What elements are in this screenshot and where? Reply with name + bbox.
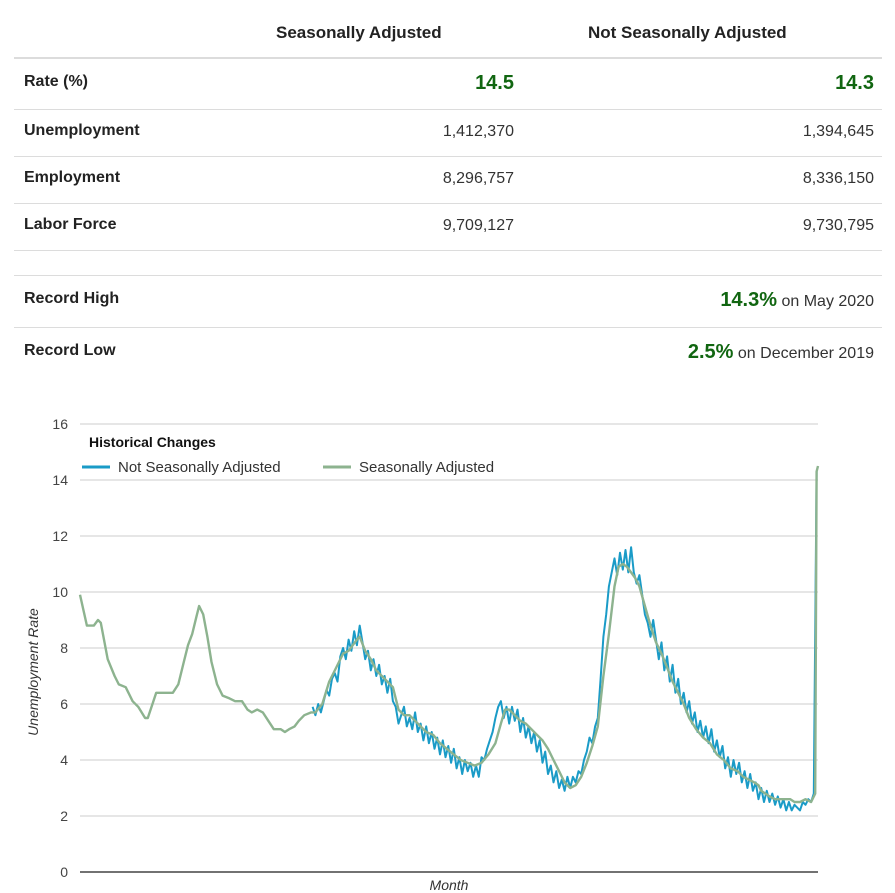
unemployment-table: Seasonally Adjusted Not Seasonally Adjus… [14,0,882,379]
record-low-row: Record Low 2.5% on December 2019 [14,328,882,379]
y-axis-label: Unemployment Rate [25,608,41,736]
record-low-label: Record Low [24,342,116,359]
record-high-value: 14.3% [720,289,778,311]
chart-title: Historical Changes [89,434,216,450]
legend: Not Seasonally Adjusted Seasonally Adjus… [82,459,494,476]
labor-force-not-seasonal-value: 9,730,795 [802,217,874,234]
y-tick-label: 10 [52,584,68,600]
table-divider [14,251,882,276]
y-tick-label: 12 [52,528,68,544]
y-tick-label: 16 [52,416,68,432]
labor-force-seasonal-value: 9,709,127 [442,217,514,234]
y-tick-label: 8 [60,640,68,656]
record-high-row: Record High 14.3% on May 2020 [14,276,882,328]
series-lines [78,465,820,812]
legend-item-seasonal[interactable]: Seasonally Adjusted [323,459,494,476]
employment-seasonal-value: 8,296,757 [442,170,514,187]
col-header-not-seasonal: Not Seasonally Adjusted [588,23,787,42]
employment-not-seasonal-value: 8,336,150 [802,170,874,187]
row-label-unemployment: Unemployment [24,122,140,139]
record-low-date: on December 2019 [737,345,874,362]
record-high-value-group: 14.3% on May 2020 [720,289,874,312]
row-label-employment: Employment [24,169,121,186]
unemployment-chart: 0 2 4 6 8 10 12 14 16 Historical Changes Not Sea… [25,416,820,893]
record-low-value-group: 2.5% on December 2019 [688,341,874,364]
y-tick-label: 14 [52,472,68,488]
y-tick-label: 2 [60,808,68,824]
table-row-unemployment: Unemployment 1,412,370 1,394,645 [14,110,882,157]
unemployment-not-seasonal-value: 1,394,645 [802,123,874,140]
legend-label-not-seasonal: Not Seasonally Adjusted [118,459,281,476]
table-row-labor-force: Labor Force 9,709,127 9,730,795 [14,204,882,251]
y-tick-label: 0 [60,864,68,880]
y-tick-label: 4 [60,752,68,768]
col-header-seasonal: Seasonally Adjusted [276,23,442,42]
table-row-employment: Employment 8,296,757 8,336,150 [14,157,882,204]
rate-not-seasonal-value: 14.3 [835,72,874,94]
record-high-label: Record High [24,290,120,307]
legend-item-not-seasonal[interactable]: Not Seasonally Adjusted [82,459,281,476]
legend-label-seasonal: Seasonally Adjusted [359,459,494,476]
row-label-rate: Rate (%) [24,73,89,90]
y-tick-label: 6 [60,696,68,712]
record-low-value: 2.5% [687,341,734,363]
x-axis-label: Month [430,877,469,893]
row-label-labor-force: Labor Force [24,216,117,233]
table-header: Seasonally Adjusted Not Seasonally Adjus… [14,0,882,59]
table-row-rate: Rate (%) 14.5 14.3 [14,59,882,110]
grid-lines [80,423,818,817]
y-axis-ticks: 0 2 4 6 8 10 12 14 16 [52,416,68,880]
unemployment-seasonal-value: 1,412,370 [442,123,514,140]
series-line-not-seasonal[interactable] [311,471,818,812]
record-high-date: on May 2020 [781,293,874,310]
rate-seasonal-value: 14.5 [475,72,514,94]
series-line-seasonal[interactable] [78,465,820,804]
